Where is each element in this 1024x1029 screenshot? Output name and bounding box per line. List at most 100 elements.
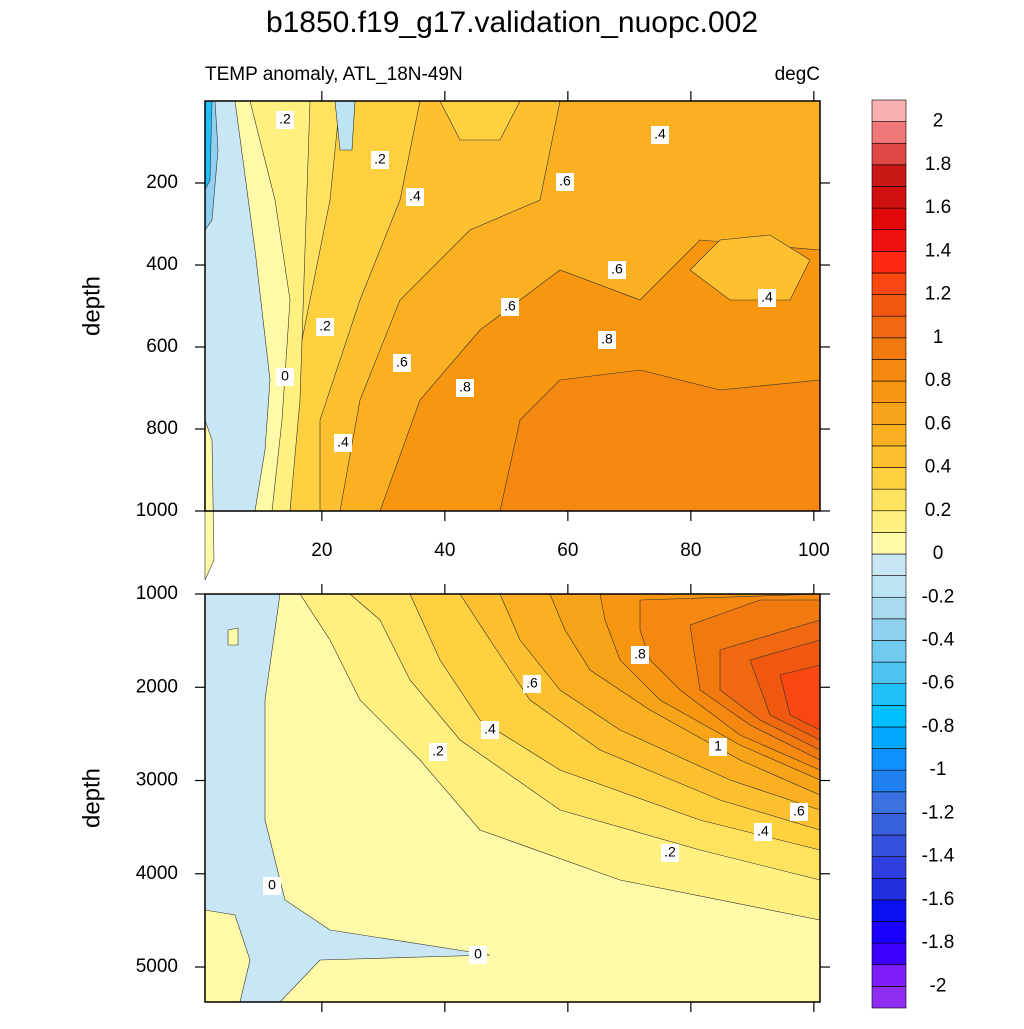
colorbar-box — [871, 186, 907, 209]
colorbar-box — [871, 705, 907, 728]
contour-label-bg — [709, 738, 727, 756]
contour-label-bg — [316, 318, 334, 336]
contour-label: 0 — [474, 946, 482, 962]
colorbar-box — [871, 510, 907, 533]
contour-label: .4 — [484, 721, 496, 737]
panel-left-title: TEMP anomaly, ATL_18N-49N — [205, 64, 463, 85]
colorbar-box — [871, 942, 907, 966]
colorbar-box — [871, 272, 907, 295]
colorbar-box — [871, 99, 907, 122]
contour-label-bg — [263, 877, 281, 895]
colorbar-tick-label: 0.2 — [925, 500, 951, 521]
contour-label-bg — [406, 188, 424, 206]
colorbar-tick-label: -2 — [930, 975, 947, 996]
x-tick-label: 80 — [680, 540, 701, 561]
contour-label: 0 — [281, 368, 289, 384]
contour-region — [689, 234, 811, 301]
contour-label-bg — [501, 298, 519, 316]
contour-label-bg — [523, 675, 541, 693]
contour-label: .8 — [634, 646, 646, 662]
colorbar-box — [871, 748, 907, 771]
colorbar-box — [871, 229, 907, 252]
contour-label: .2 — [374, 151, 386, 167]
colorbar-box — [871, 834, 907, 857]
colorbar-box — [871, 575, 907, 598]
contour-plot: 20 40 60 80 100 200 400 600 800 1000 depth TEMP ano… — [78, 64, 830, 581]
colorbar-box — [871, 964, 907, 987]
contour-label-bg — [276, 368, 294, 386]
plot-frame — [204, 593, 821, 1003]
colorbar-tick-label: 0.6 — [925, 413, 951, 434]
colorbar-tick-label: 1.6 — [925, 197, 951, 218]
colorbar-tick-label: 1.4 — [925, 240, 952, 261]
y-tick-label: 1000 — [136, 583, 178, 604]
contour-label-bg — [469, 946, 487, 964]
colorbar-box — [871, 596, 907, 620]
figure-title: b1850.f19_g17.validation_nuopc.002 — [266, 6, 758, 39]
contour-label-bg — [651, 126, 669, 144]
colorbar-box — [871, 337, 907, 360]
contour-label: .4 — [654, 126, 666, 142]
colorbar-tick-label: -1.4 — [922, 846, 955, 867]
contour-label-bg — [754, 823, 772, 841]
colorbar-tick-label: 1.8 — [925, 154, 951, 175]
colorbar-box — [871, 618, 907, 641]
colorbar-box — [871, 640, 907, 663]
contour-label: 1 — [714, 738, 722, 754]
contour-label-bg — [456, 379, 474, 397]
colorbar-tick-label: 1.2 — [925, 284, 951, 305]
colorbar-box — [871, 683, 907, 706]
contour-label: .6 — [504, 298, 516, 314]
y-tick-label: 5000 — [136, 956, 178, 977]
colorbar-tick-label: -0.6 — [922, 673, 955, 694]
contour-label: .2 — [664, 844, 676, 860]
contour-label-bg — [371, 151, 389, 169]
colorbar: -2 -1.8 -1.6 -1.4 -1.2 -1 -0.8 -0.6 -0.4 -0.2 0 0.2… — [871, 99, 955, 1009]
y-tick-label: 4000 — [136, 863, 178, 884]
colorbar-box — [871, 532, 907, 555]
colorbar-box — [871, 488, 907, 512]
colorbar-tick-label: 1 — [933, 327, 944, 348]
colorbar-tick-label: -0.2 — [922, 586, 955, 607]
contour-label-bg — [429, 743, 447, 761]
colorbar-box — [871, 467, 907, 490]
colorbar-box — [871, 791, 907, 814]
contour-label: .6 — [396, 354, 408, 370]
colorbar-tick-label: 0.8 — [925, 370, 951, 391]
contour-label: .2 — [432, 743, 444, 759]
colorbar-box — [871, 251, 907, 274]
colorbar-box — [871, 121, 907, 144]
x-tick-label: 20 — [311, 540, 332, 561]
y-axis-label: depth — [78, 768, 105, 828]
contour-label-bg — [608, 261, 626, 279]
y-tick-label: 600 — [146, 336, 178, 357]
colorbar-box — [871, 142, 907, 166]
contour-region — [204, 419, 215, 581]
colorbar-tick-label: -0.8 — [922, 716, 955, 737]
colorbar-tick-label: 0 — [933, 543, 944, 564]
contour-label: .4 — [409, 188, 421, 204]
colorbar-tick-label: 2 — [933, 111, 944, 132]
colorbar-box — [871, 856, 907, 879]
y-tick-label: 2000 — [136, 676, 178, 697]
y-tick-label: 3000 — [136, 770, 178, 791]
contour-label-bg — [598, 331, 616, 349]
colorbar-box — [871, 813, 907, 836]
contour-label-bg — [393, 354, 411, 372]
contour-label: .6 — [793, 803, 805, 819]
colorbar-box — [871, 164, 907, 187]
colorbar-box — [871, 423, 907, 447]
contour-label: .2 — [319, 318, 331, 334]
contour-label: .8 — [601, 331, 613, 347]
contour-label-bg — [481, 721, 499, 739]
contour-label-bg — [631, 646, 649, 664]
contour-label: 0 — [268, 877, 276, 893]
x-tick-label: 40 — [434, 540, 455, 561]
contour-label: .6 — [559, 173, 571, 189]
contour-label: .8 — [459, 379, 471, 395]
colorbar-box — [871, 294, 907, 317]
colorbar-box — [871, 899, 907, 922]
contour-label-bg — [758, 289, 776, 307]
contour-label: .4 — [761, 289, 773, 305]
contour-region — [227, 627, 239, 646]
